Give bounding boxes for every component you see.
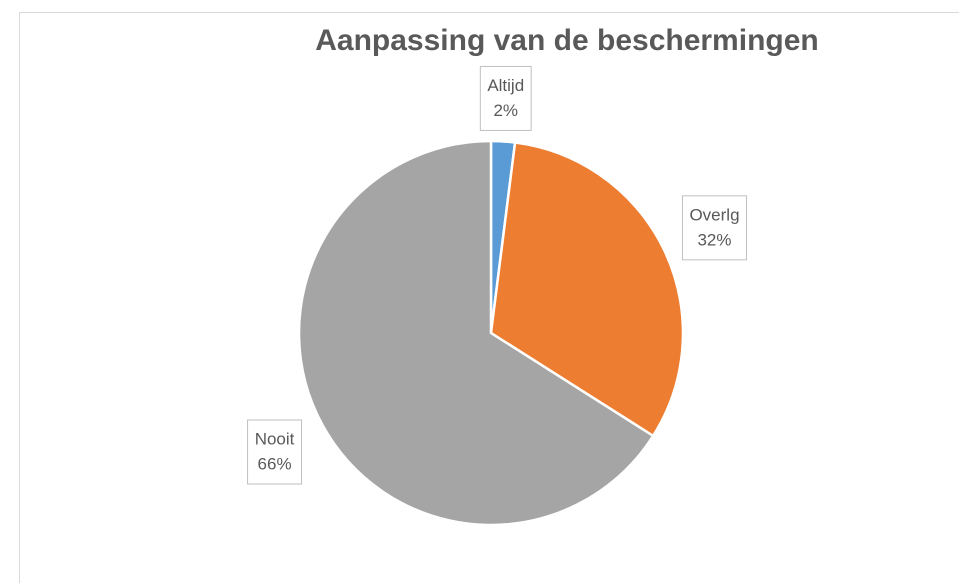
data-label-value: 66%: [258, 454, 292, 473]
data-label: Overlg 32%: [681, 195, 748, 261]
data-label-category: Nooit: [255, 429, 295, 448]
data-label-category: Altijd: [487, 76, 524, 95]
data-label-category: Overlg: [689, 205, 739, 224]
data-label-value: 2%: [493, 101, 518, 120]
data-label: Nooit 66%: [247, 419, 303, 485]
data-label-box: [247, 419, 303, 485]
data-label-box: [479, 65, 532, 131]
data-label-value: 32%: [697, 230, 731, 249]
chart-title: Aanpassing van de beschermingen: [315, 24, 818, 57]
data-label: Altijd 2%: [479, 65, 532, 131]
pie-slice: [297, 139, 655, 527]
data-label-box: [681, 195, 748, 261]
